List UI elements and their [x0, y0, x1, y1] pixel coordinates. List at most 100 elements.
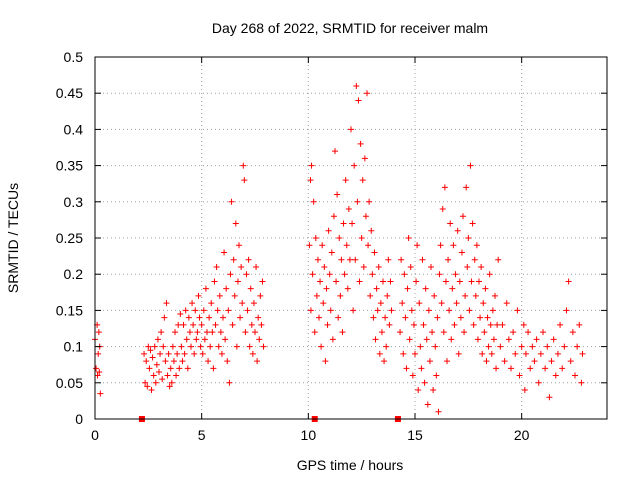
- data-point: [322, 358, 329, 365]
- data-point: [477, 314, 484, 321]
- data-point: [488, 350, 495, 357]
- data-point: [176, 365, 183, 372]
- data-point: [222, 336, 229, 343]
- data-point: [514, 307, 521, 314]
- data-point: [554, 350, 561, 357]
- data-point: [157, 350, 164, 357]
- data-point: [439, 206, 446, 213]
- data-point: [310, 198, 317, 205]
- data-point: [257, 292, 264, 299]
- data-point: [95, 350, 102, 357]
- data-point: [351, 162, 358, 169]
- data-point: [238, 263, 245, 270]
- data-point: [527, 365, 534, 372]
- data-point: [373, 285, 380, 292]
- data-point: [216, 292, 223, 299]
- x-axis-label: GPS time / hours: [297, 457, 404, 473]
- data-point: [319, 242, 326, 249]
- data-point: [141, 350, 148, 357]
- data-point: [415, 387, 422, 394]
- data-point: [397, 329, 404, 336]
- data-point: [215, 343, 222, 350]
- data-point: [483, 358, 490, 365]
- data-point: [445, 256, 452, 263]
- y-tick-label: 0: [75, 411, 83, 427]
- data-point: [387, 278, 394, 285]
- data-point: [425, 307, 432, 314]
- y-tick-label: 0.3: [64, 194, 84, 210]
- data-point: [333, 278, 340, 285]
- data-point: [192, 307, 199, 314]
- data-point: [348, 126, 354, 133]
- data-point: [366, 198, 373, 205]
- data-point: [340, 220, 347, 227]
- data-point: [166, 383, 173, 390]
- data-point: [189, 300, 196, 307]
- data-point: [374, 307, 381, 314]
- data-point: [191, 350, 198, 357]
- data-point: [174, 350, 181, 357]
- data-point: [318, 343, 325, 350]
- data-point: [346, 256, 353, 263]
- data-point: [467, 162, 474, 169]
- data-point: [186, 329, 193, 336]
- data-point: [406, 336, 413, 343]
- data-point: [241, 177, 248, 184]
- data-point: [325, 227, 332, 234]
- data-point: [449, 285, 456, 292]
- data-point: [252, 329, 258, 336]
- y-tick-label: 0.35: [56, 158, 83, 174]
- data-point: [478, 263, 485, 270]
- data-point: [175, 321, 182, 328]
- data-point: [205, 358, 212, 365]
- data-point: [471, 256, 478, 263]
- data-point: [466, 307, 473, 314]
- data-point: [441, 184, 448, 191]
- data-point: [173, 372, 180, 379]
- data-point: [540, 329, 546, 336]
- data-point: [362, 213, 369, 220]
- data-point: [199, 350, 206, 357]
- data-point: [172, 329, 178, 336]
- data-point: [410, 321, 417, 328]
- data-point: [437, 242, 444, 249]
- data-point: [552, 372, 559, 379]
- data-point: [335, 314, 342, 321]
- data-point: [245, 256, 252, 263]
- data-point: [359, 177, 366, 184]
- data-point: [211, 278, 218, 285]
- data-point: [490, 336, 497, 343]
- data-point: [217, 329, 224, 336]
- data-point: [574, 343, 581, 350]
- data-point: [550, 336, 557, 343]
- y-axis-label: SRMTID / TECUs: [5, 183, 21, 293]
- data-point: [148, 387, 155, 394]
- data-point: [317, 278, 324, 285]
- data-point: [143, 358, 150, 365]
- data-point: [557, 321, 564, 328]
- data-point: [94, 372, 101, 379]
- data-point: [93, 365, 100, 372]
- data-point: [481, 329, 488, 336]
- data-point: [323, 285, 330, 292]
- data-point: [559, 365, 566, 372]
- data-point: [247, 285, 254, 292]
- data-point: [306, 242, 313, 249]
- data-point: [426, 358, 433, 365]
- data-point: [228, 198, 235, 205]
- x-tick-label: 10: [301, 427, 317, 443]
- data-point: [569, 329, 576, 336]
- data-point: [196, 314, 203, 321]
- data-point: [421, 379, 428, 386]
- x-tick-label: 5: [198, 427, 206, 443]
- data-point: [458, 249, 465, 256]
- data-point: [353, 82, 360, 89]
- data-point: [311, 329, 318, 336]
- data-point: [361, 155, 368, 162]
- data-point: [316, 314, 322, 321]
- data-point: [474, 336, 481, 343]
- grid-lines: [95, 57, 607, 419]
- data-point: [402, 314, 409, 321]
- data-point: [579, 350, 586, 357]
- data-point: [240, 162, 247, 169]
